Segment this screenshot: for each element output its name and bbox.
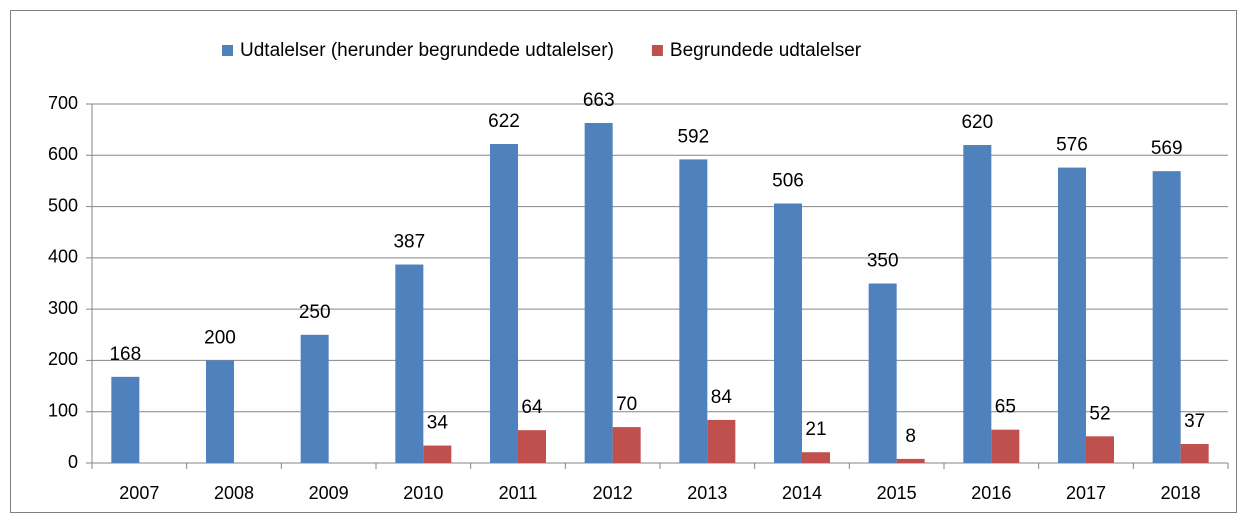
bar: [896, 458, 925, 463]
data-label: 350: [867, 251, 899, 272]
data-label: 569: [1151, 138, 1183, 159]
x-tick-label: 2013: [687, 483, 727, 503]
data-label: 200: [204, 327, 236, 348]
x-tick-label: 2015: [877, 483, 917, 503]
x-tick-label: 2017: [1066, 483, 1106, 503]
data-label: 387: [393, 232, 425, 253]
y-tick-label: 200: [48, 349, 78, 369]
x-tick-label: 2009: [309, 483, 349, 503]
bar: [584, 122, 613, 464]
data-label: 506: [772, 171, 804, 192]
data-label: 21: [805, 419, 826, 440]
data-label: 70: [616, 394, 637, 415]
data-label: 576: [1056, 135, 1088, 156]
bar: [991, 429, 1020, 463]
data-label: 622: [488, 111, 520, 132]
data-label: 663: [583, 90, 615, 111]
bar: [774, 203, 802, 463]
data-label: 65: [995, 397, 1016, 418]
data-label: 37: [1184, 411, 1205, 432]
y-tick-label: 400: [48, 247, 78, 267]
bar: [423, 445, 452, 463]
x-tick-label: 2014: [782, 483, 822, 503]
y-tick-label: 300: [48, 298, 78, 318]
data-label: 84: [711, 387, 733, 408]
bar: [300, 334, 329, 463]
data-label: 52: [1089, 403, 1110, 424]
y-tick-label: 0: [68, 452, 78, 472]
y-tick-label: 600: [48, 144, 78, 164]
data-label: 168: [109, 344, 141, 365]
x-tick-label: 2012: [593, 483, 633, 503]
bar: [206, 360, 234, 463]
data-label: 34: [427, 413, 449, 434]
data-label: 592: [677, 126, 709, 147]
x-tick-label: 2007: [119, 483, 159, 503]
x-tick-label: 2016: [971, 483, 1011, 503]
bar: [490, 144, 518, 463]
bar: [802, 452, 830, 463]
x-tick-label: 2011: [499, 483, 538, 503]
x-tick-label: 2010: [403, 483, 443, 503]
y-tick-label: 100: [48, 400, 78, 420]
bar: [1152, 171, 1181, 464]
bar: [518, 430, 546, 463]
bar: [963, 145, 992, 463]
y-tick-label: 500: [48, 195, 78, 215]
bar: [395, 264, 424, 463]
data-label: 8: [905, 426, 916, 447]
bar: [679, 159, 708, 464]
bar: [111, 376, 140, 463]
data-label: 64: [521, 397, 543, 418]
bar: [1058, 167, 1086, 463]
x-tick-label: 2008: [214, 483, 254, 503]
bar: [868, 283, 897, 463]
y-tick-label: 700: [48, 93, 78, 113]
legend-label: Udtalelser (herunder begrundede udtalels…: [240, 40, 614, 61]
legend-label: Begrundede udtalelser: [670, 40, 862, 61]
legend-swatch: [222, 45, 233, 56]
bar: [612, 427, 641, 463]
x-tick-label: 2018: [1161, 483, 1201, 503]
bar: [707, 419, 736, 463]
legend-swatch: [651, 45, 663, 56]
data-label: 620: [961, 112, 993, 133]
data-label: 250: [299, 302, 331, 323]
bar: [1086, 436, 1114, 463]
bar: [1180, 444, 1209, 463]
